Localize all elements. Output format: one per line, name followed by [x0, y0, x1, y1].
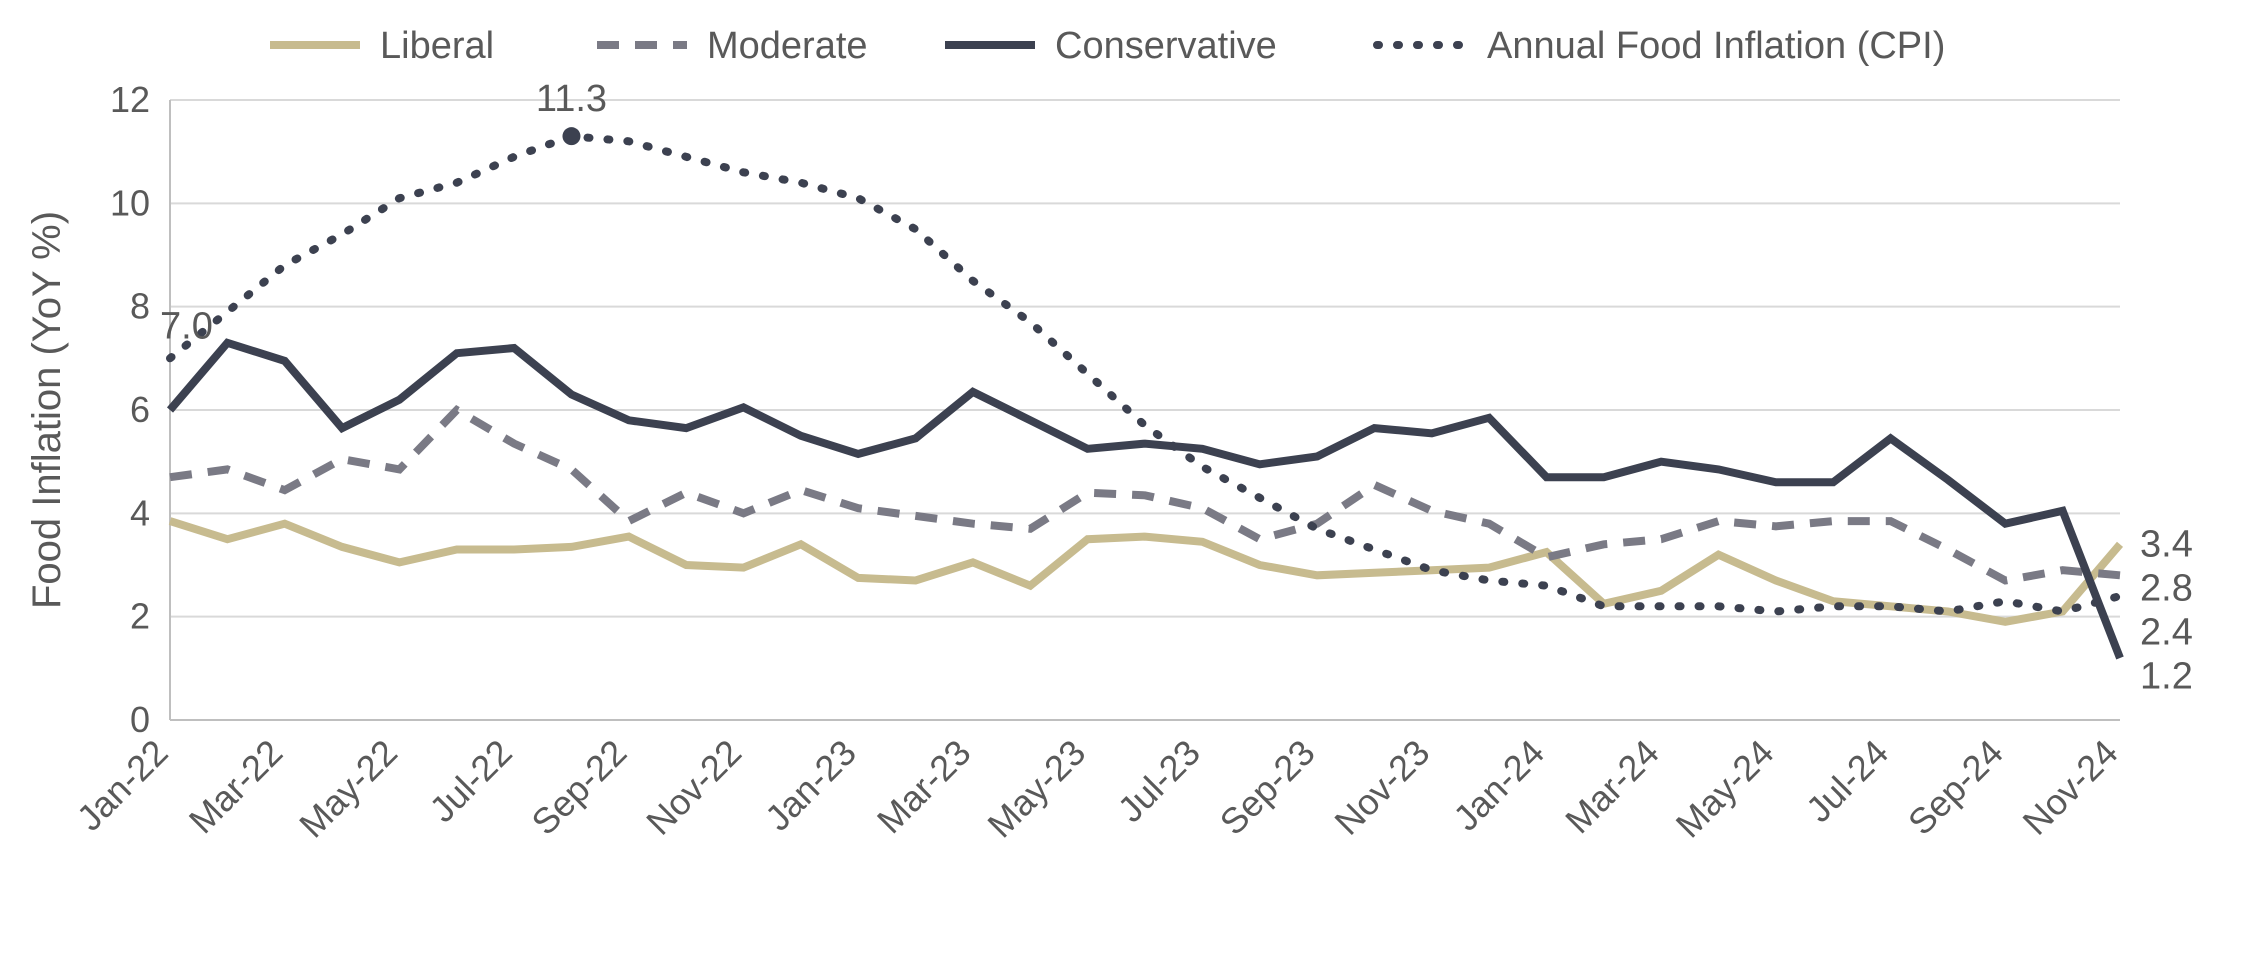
x-tick-label: Nov-23 [1326, 732, 1437, 843]
series-conservative [170, 343, 2120, 658]
x-tick-label: Mar-24 [1557, 732, 1667, 842]
x-tick-label: Nov-22 [638, 732, 749, 843]
end-label-conservative: 1.2 [2140, 655, 2193, 697]
x-tick-label: Jul-22 [421, 732, 519, 830]
x-tick-label: Jul-23 [1110, 732, 1208, 830]
x-tick-label: Jul-24 [1798, 732, 1896, 830]
end-label-moderate: 2.8 [2140, 567, 2193, 609]
legend-label-moderate: Moderate [707, 25, 868, 67]
cpi-peak-marker [562, 127, 580, 145]
cpi-peak-label: 11.3 [536, 78, 607, 120]
x-tick-label: Sep-23 [1212, 732, 1323, 843]
chart-svg: 024681012Food Inflation (YoY %)Jan-22Mar… [0, 0, 2264, 977]
x-tick-label: Jan-22 [69, 732, 176, 839]
x-tick-label: May-22 [291, 732, 405, 846]
x-tick-label: Sep-22 [523, 732, 634, 843]
x-tick-label: Mar-22 [181, 732, 291, 842]
series-moderate [170, 410, 2120, 581]
x-tick-label: Sep-24 [1900, 732, 2011, 843]
inflation-line-chart: 024681012Food Inflation (YoY %)Jan-22Mar… [0, 0, 2264, 977]
end-label-cpi: 2.4 [2140, 611, 2193, 653]
x-tick-label: May-23 [979, 732, 1093, 846]
y-tick-label: 12 [110, 79, 150, 120]
series-liberal [170, 521, 2120, 622]
legend-label-cpi: Annual Food Inflation (CPI) [1487, 25, 1945, 67]
x-tick-label: May-24 [1668, 732, 1782, 846]
x-tick-labels: Jan-22Mar-22May-22Jul-22Sep-22Nov-22Jan-… [69, 732, 2126, 846]
legend-label-conservative: Conservative [1055, 25, 1277, 67]
y-tick-label: 8 [130, 286, 150, 327]
y-tick-label: 6 [130, 389, 150, 430]
end-label-liberal: 3.4 [2140, 523, 2193, 565]
y-tick-label: 2 [130, 596, 150, 637]
cpi-start-label: 7.0 [160, 305, 213, 347]
x-tick-label: Nov-24 [2015, 732, 2126, 843]
x-tick-label: Jan-23 [757, 732, 864, 839]
legend-label-liberal: Liberal [380, 25, 494, 67]
y-axis-title: Food Inflation (YoY %) [25, 211, 69, 609]
gridlines: 024681012 [110, 79, 2120, 740]
y-tick-label: 4 [130, 492, 150, 533]
x-tick-label: Mar-23 [869, 732, 979, 842]
x-tick-label: Jan-24 [1445, 732, 1552, 839]
y-tick-label: 10 [110, 182, 150, 223]
legend: Liberal Moderate Conservative Annual Food I… [270, 25, 1945, 67]
